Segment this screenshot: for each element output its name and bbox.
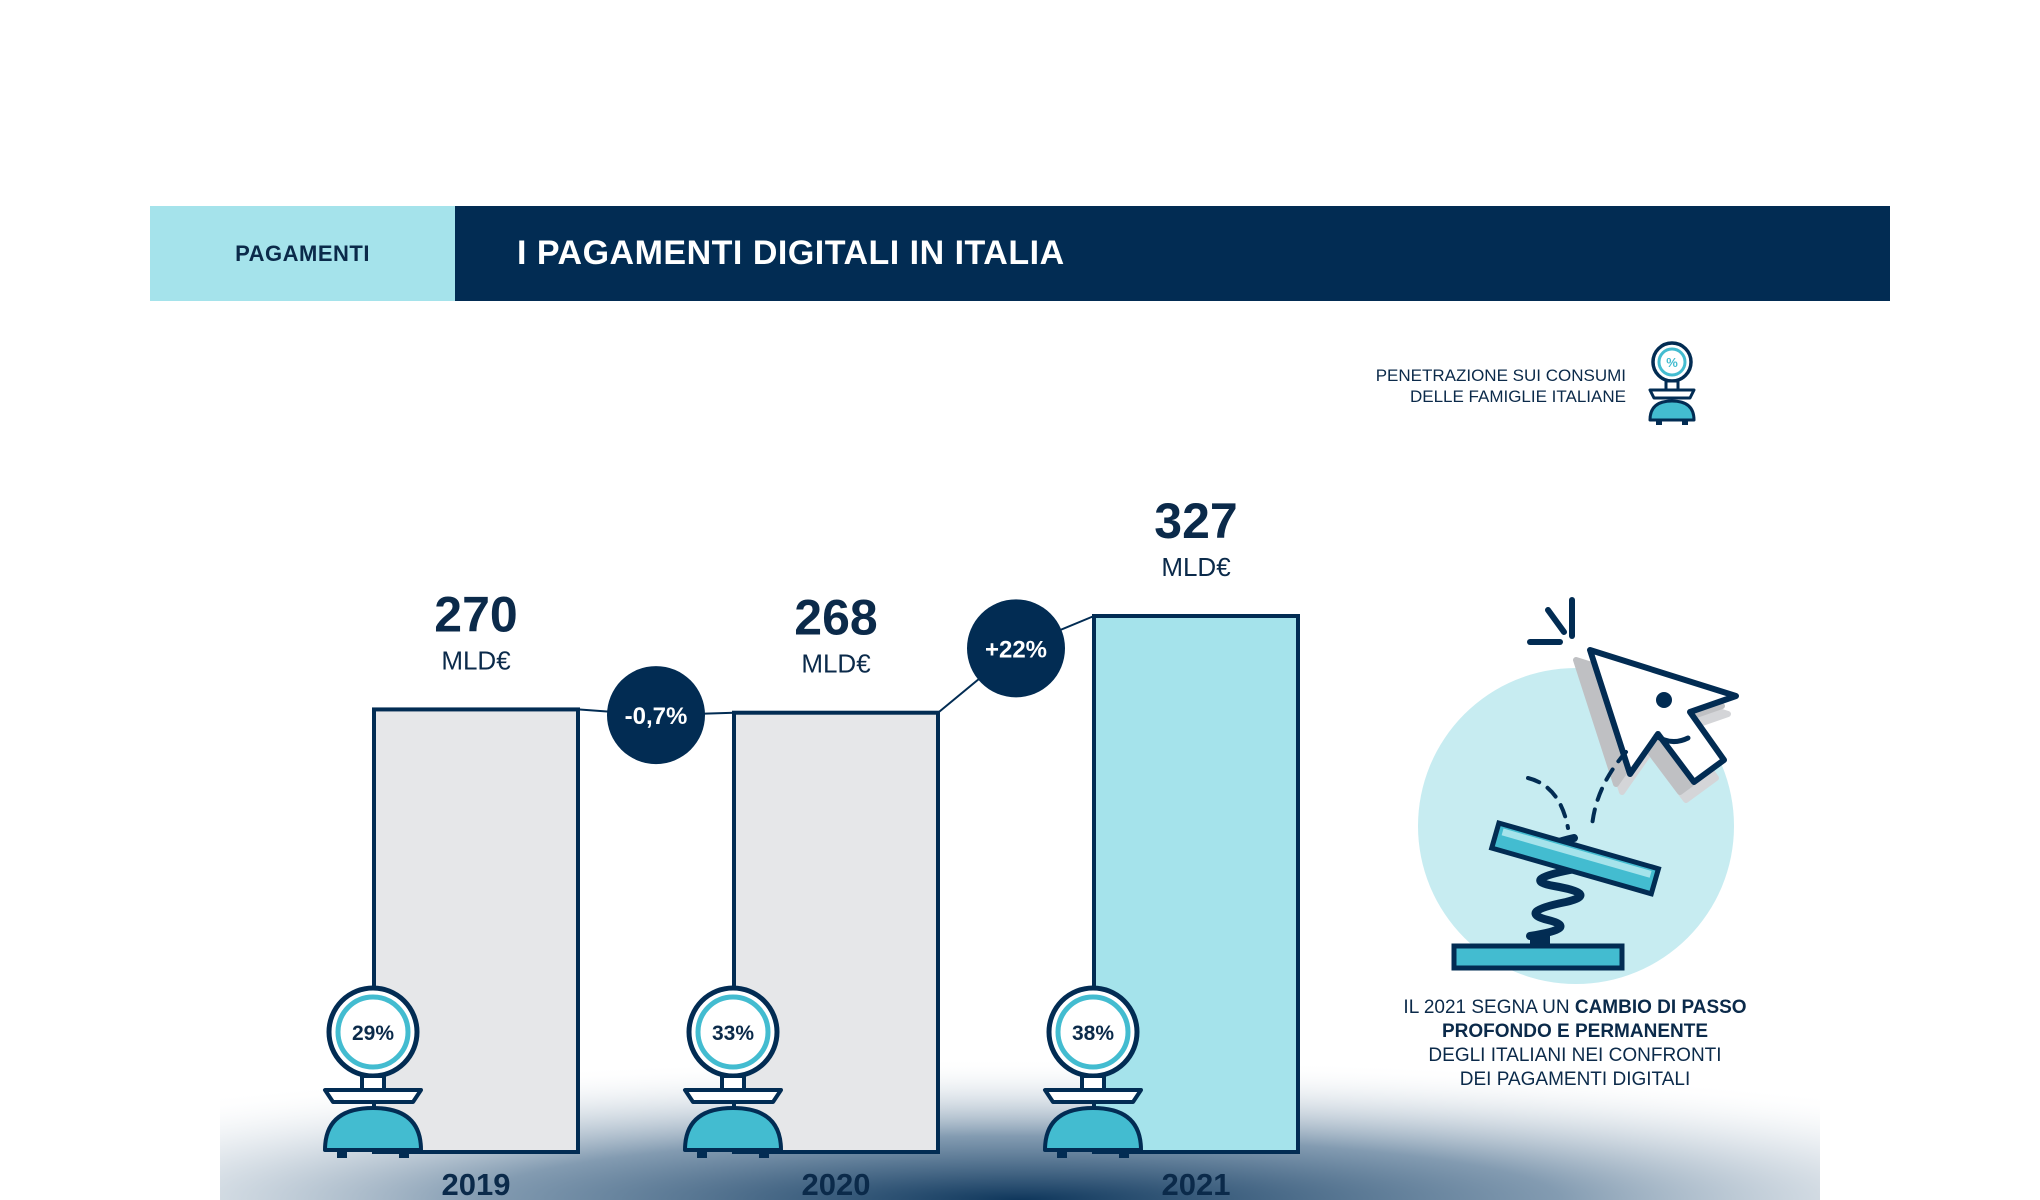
change-label-1: +22% xyxy=(985,636,1047,663)
header-bar: PAGAMENTI I PAGAMENTI DIGITALI IN ITALIA xyxy=(150,206,1890,301)
unit-label-2020: MLD€ xyxy=(801,649,871,679)
penetration-gauge-2019: 29% xyxy=(323,985,423,1158)
penetration-gauge-2021: 38% xyxy=(1043,985,1143,1158)
side-note-line-2: PROFONDO E PERMANENTE xyxy=(1370,1020,1780,1044)
side-note-line-1-normal: IL 2021 SEGNA UN xyxy=(1403,997,1575,1018)
spring-button-icon xyxy=(1451,819,1662,971)
bar-2019 xyxy=(372,707,580,1155)
bar-2020 xyxy=(732,710,940,1154)
change-bubbles: -0,7% +22% xyxy=(607,599,1065,765)
dash-trail xyxy=(1526,750,1628,830)
tap-lines-icon xyxy=(1527,597,1575,645)
year-label-2019: 2019 xyxy=(442,1167,511,1200)
section-tab: PAGAMENTI xyxy=(150,206,455,301)
bar-2021 xyxy=(1092,614,1300,1154)
penetration-label-2020: 33% xyxy=(712,1022,754,1045)
year-label-2021: 2021 xyxy=(1162,1167,1231,1200)
penetration-label-2021: 38% xyxy=(1072,1022,1114,1045)
change-bubble-1: +22% xyxy=(967,599,1065,698)
value-label-2019: 270 xyxy=(434,586,517,642)
side-note-line-1: IL 2021 SEGNA UN CAMBIO DI PASSO xyxy=(1370,996,1780,1020)
section-label: PAGAMENTI xyxy=(235,240,370,266)
side-note: IL 2021 SEGNA UN CAMBIO DI PASSO PROFOND… xyxy=(1370,996,1780,1092)
legend-text: PENETRAZIONE SUI CONSUMI DELLE FAMIGLIE … xyxy=(1376,365,1626,407)
legend-line-1: PENETRAZIONE SUI CONSUMI xyxy=(1375,366,1626,385)
cursor-arrow-icon xyxy=(1573,647,1739,803)
value-label-2020: 268 xyxy=(794,590,877,646)
penetration-gauge-2020: 33% xyxy=(683,985,783,1158)
side-note-line-4: DEI PAGAMENTI DIGITALI xyxy=(1459,1069,1691,1090)
gauge-icon-symbol: % xyxy=(1666,355,1678,370)
page-title: I PAGAMENTI DIGITALI IN ITALIA xyxy=(517,234,1065,272)
penetration-gauges: 29% 33% 38% xyxy=(323,985,1143,1158)
side-note-line-2-bold: PROFONDO E PERMANENTE xyxy=(1441,1021,1709,1042)
side-note-line-3: DEGLI ITALIANI NEI CONFRONTI xyxy=(1428,1045,1722,1066)
bars xyxy=(372,614,1300,1155)
change-label-0: -0,7% xyxy=(625,703,688,730)
gauge-icon: % xyxy=(1648,341,1696,425)
side-note-line-1-bold: CAMBIO DI PASSO xyxy=(1574,997,1747,1018)
cursor-illustration xyxy=(1418,597,1739,984)
legend-line-2: DELLE FAMIGLIE ITALIANE xyxy=(1409,387,1626,406)
penetration-label-2019: 29% xyxy=(352,1022,394,1045)
change-bubble-0: -0,7% xyxy=(607,666,705,765)
unit-label-2021: MLD€ xyxy=(1161,552,1231,582)
year-label-2020: 2020 xyxy=(802,1167,871,1200)
value-label-2021: 327 xyxy=(1154,493,1237,549)
title-bar: I PAGAMENTI DIGITALI IN ITALIA xyxy=(455,206,1890,301)
unit-label-2019: MLD€ xyxy=(441,645,511,675)
legend: PENETRAZIONE SUI CONSUMI DELLE FAMIGLIE … xyxy=(1376,340,1710,430)
